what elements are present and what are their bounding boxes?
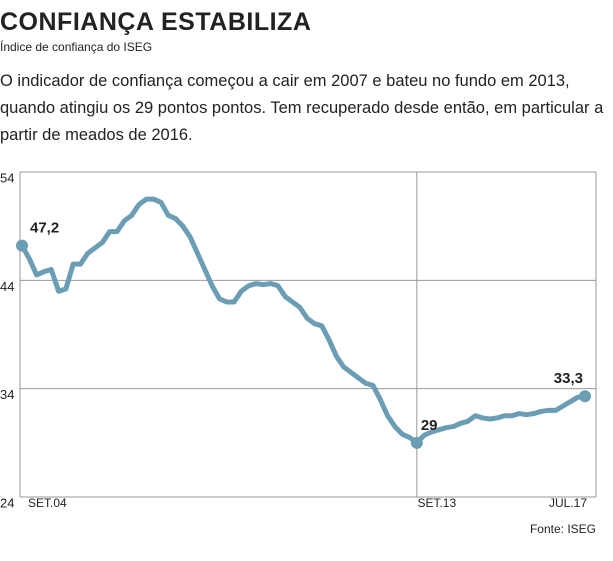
y-tick-label: 34	[0, 387, 14, 402]
y-tick-label: 44	[0, 279, 14, 294]
x-tick-label: SET.04	[28, 496, 67, 510]
point	[16, 239, 28, 252]
source: Fonte: ISEG	[530, 522, 596, 536]
description: O indicador de confiança começou a cair …	[0, 72, 604, 144]
line	[19, 196, 588, 446]
x-tick-label: SET.13	[417, 496, 456, 510]
value-label: 33,3	[554, 370, 583, 387]
value-label: 29	[421, 417, 438, 434]
y-tick-label: 24	[0, 495, 14, 510]
point	[410, 436, 423, 449]
y-tick-label: 54	[0, 170, 14, 185]
chart-title: CONFIANÇA ESTABILIZA	[0, 8, 312, 36]
chart-subtitle: Índice de confiança do ISEG	[0, 40, 153, 54]
x-tick-label: JUL.17	[549, 496, 587, 510]
point	[579, 390, 591, 403]
value-label: 47,2	[30, 220, 59, 237]
